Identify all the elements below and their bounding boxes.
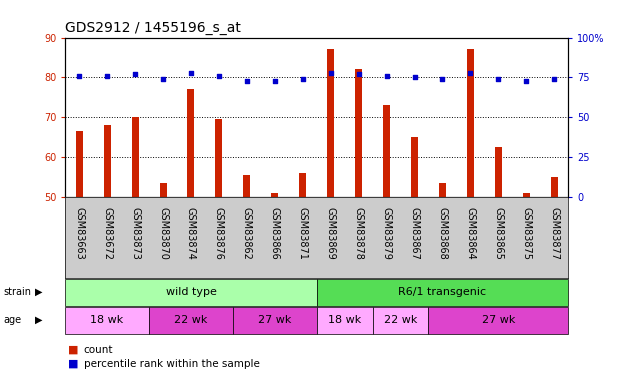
Text: ■: ■ <box>68 359 79 369</box>
Point <box>493 76 503 82</box>
Point <box>298 76 308 82</box>
Point <box>466 70 476 76</box>
Text: percentile rank within the sample: percentile rank within the sample <box>84 359 260 369</box>
Bar <box>327 50 334 197</box>
Bar <box>104 125 111 197</box>
Bar <box>355 69 362 197</box>
Point <box>242 78 252 84</box>
Bar <box>523 193 530 197</box>
Text: count: count <box>84 345 114 355</box>
Text: GSM83875: GSM83875 <box>521 207 532 260</box>
Point <box>325 70 335 76</box>
Text: GSM83873: GSM83873 <box>130 207 140 260</box>
Text: GSM83877: GSM83877 <box>549 207 560 260</box>
Text: wild type: wild type <box>166 287 216 297</box>
Text: R6/1 transgenic: R6/1 transgenic <box>399 287 486 297</box>
Point <box>410 74 420 80</box>
Text: GSM83867: GSM83867 <box>409 207 420 260</box>
Text: GSM83866: GSM83866 <box>270 207 280 259</box>
Text: GSM83871: GSM83871 <box>297 207 308 260</box>
Text: GDS2912 / 1455196_s_at: GDS2912 / 1455196_s_at <box>65 21 241 35</box>
Point <box>214 73 224 79</box>
Text: GSM83870: GSM83870 <box>158 207 168 260</box>
Point <box>158 76 168 82</box>
Bar <box>76 131 83 197</box>
Text: GSM83874: GSM83874 <box>186 207 196 260</box>
Text: GSM83868: GSM83868 <box>437 207 448 259</box>
Text: strain: strain <box>3 287 31 297</box>
Bar <box>411 137 418 197</box>
Bar <box>439 183 446 197</box>
Bar <box>188 89 194 197</box>
Text: GSM83876: GSM83876 <box>214 207 224 260</box>
Bar <box>215 119 222 197</box>
Text: GSM83869: GSM83869 <box>325 207 336 259</box>
Text: GSM83865: GSM83865 <box>493 207 504 260</box>
Point <box>437 76 447 82</box>
Text: GSM83672: GSM83672 <box>102 207 112 260</box>
Point <box>549 76 559 82</box>
Point <box>75 73 84 79</box>
Text: ▶: ▶ <box>35 315 43 325</box>
Text: 22 wk: 22 wk <box>175 315 207 325</box>
Point <box>354 71 364 77</box>
Point <box>522 78 532 84</box>
Bar <box>243 175 250 197</box>
Text: GSM83864: GSM83864 <box>465 207 476 259</box>
Bar <box>132 117 138 197</box>
Bar <box>160 183 166 197</box>
Text: 27 wk: 27 wk <box>482 315 515 325</box>
Text: age: age <box>3 315 21 325</box>
Bar <box>495 147 502 197</box>
Bar <box>299 173 306 197</box>
Text: 18 wk: 18 wk <box>91 315 124 325</box>
Text: 18 wk: 18 wk <box>328 315 361 325</box>
Point <box>130 71 140 77</box>
Point <box>102 73 112 79</box>
Point <box>186 70 196 76</box>
Text: ■: ■ <box>68 345 79 355</box>
Text: GSM83862: GSM83862 <box>242 207 252 260</box>
Text: ▶: ▶ <box>35 287 43 297</box>
Bar <box>551 177 558 197</box>
Bar <box>271 193 278 197</box>
Bar <box>467 50 474 197</box>
Text: 22 wk: 22 wk <box>384 315 417 325</box>
Point <box>381 73 391 79</box>
Text: GSM83663: GSM83663 <box>74 207 84 259</box>
Text: GSM83879: GSM83879 <box>381 207 392 260</box>
Text: 27 wk: 27 wk <box>258 315 291 325</box>
Text: GSM83878: GSM83878 <box>353 207 364 260</box>
Point <box>270 78 279 84</box>
Bar <box>383 105 390 197</box>
